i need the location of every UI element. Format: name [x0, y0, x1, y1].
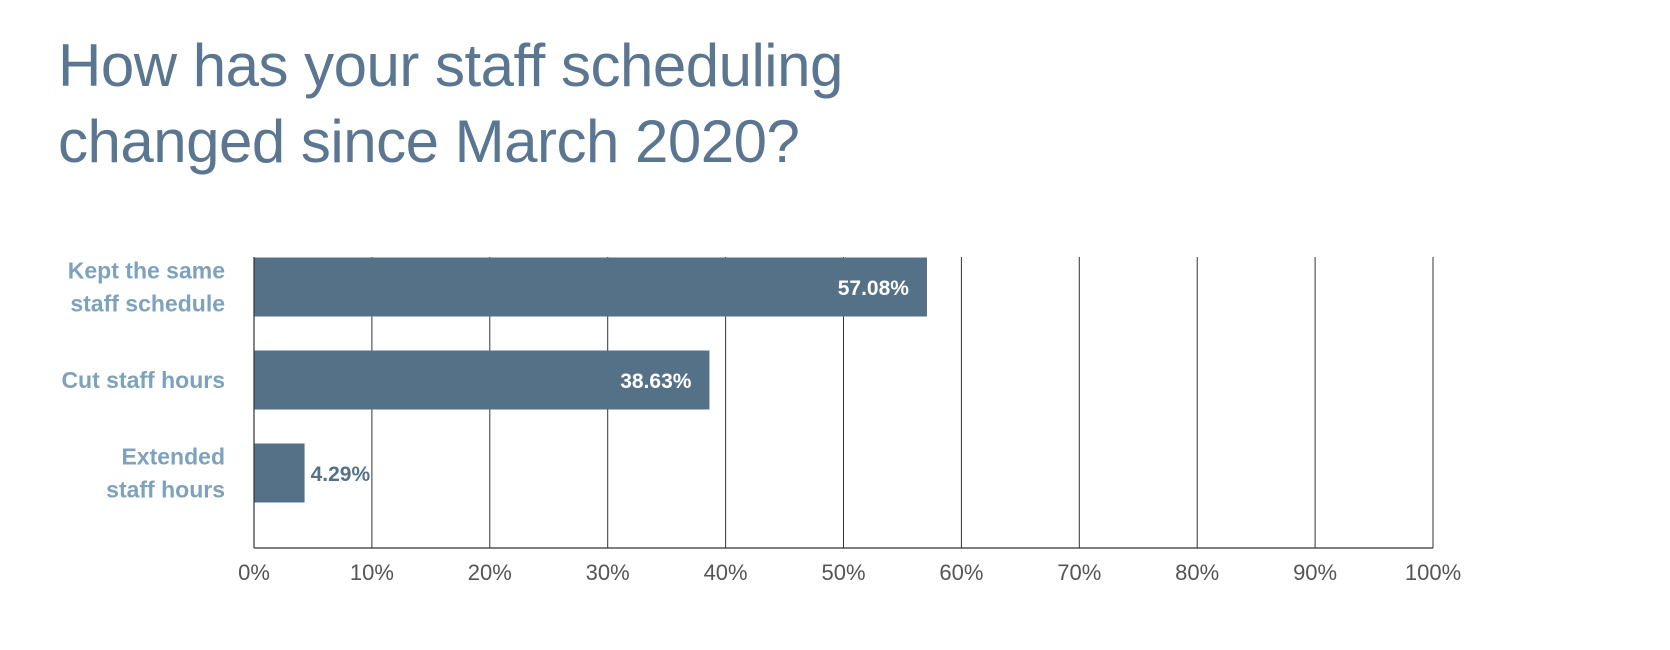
x-tick-label: 10% — [350, 560, 394, 585]
bar — [254, 443, 305, 503]
bar-value-label: 57.08% — [838, 277, 910, 300]
x-tick-label: 90% — [1293, 560, 1337, 585]
axes — [253, 257, 1433, 549]
category-labels: Kept the same staff schedule Cut staff hou… — [61, 258, 225, 503]
x-tick-label: 70% — [1057, 560, 1101, 585]
x-tick-label: 30% — [586, 560, 630, 585]
tick-labels: 0% 10% 20% 30% 40% 50% 60% 70% 80% 90% 100% — [238, 560, 1461, 585]
category-label: Cut staff hours — [61, 367, 225, 393]
bar-value-label: 38.63% — [620, 370, 692, 393]
chart-title-line: How has your staff scheduling — [58, 32, 843, 99]
value-labels: 57.08% 38.63% 4.29% — [311, 277, 910, 486]
chart-title: How has your staff scheduling changed si… — [58, 28, 958, 180]
x-tick-label: 20% — [468, 560, 512, 585]
x-tick-label: 50% — [821, 560, 865, 585]
bar-value-label: 4.29% — [311, 463, 371, 486]
category-label: staff hours — [106, 477, 225, 503]
x-tick-label: 40% — [704, 560, 748, 585]
x-tick-label: 80% — [1175, 560, 1219, 585]
bars — [254, 257, 927, 503]
bar — [254, 257, 927, 317]
category-label: Extended — [121, 444, 225, 470]
x-tick-label: 100% — [1405, 560, 1461, 585]
category-label: staff schedule — [70, 291, 225, 317]
x-tick-label: 0% — [238, 560, 270, 585]
chart-title-line: changed since March 2020? — [58, 108, 800, 175]
bar — [254, 350, 710, 410]
x-tick-label: 60% — [939, 560, 983, 585]
category-label: Kept the same — [68, 258, 225, 284]
